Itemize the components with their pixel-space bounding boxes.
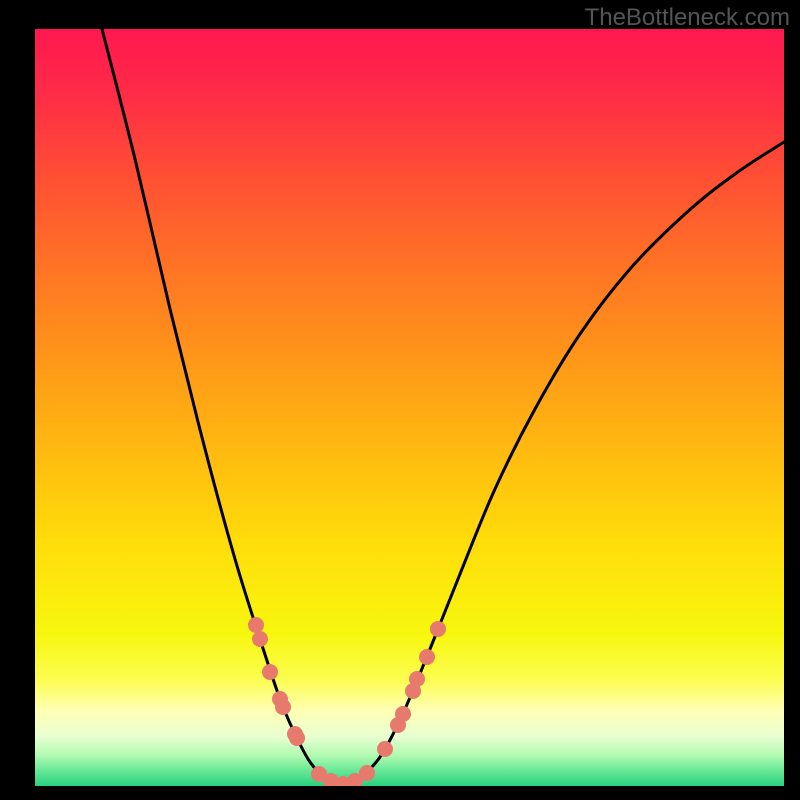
plot-area bbox=[35, 29, 784, 786]
chart-svg bbox=[35, 29, 784, 786]
marker-dot bbox=[430, 621, 446, 637]
marker-dot bbox=[359, 765, 375, 781]
marker-dot bbox=[419, 649, 435, 665]
marker-dot bbox=[395, 706, 411, 722]
plot-background bbox=[35, 29, 784, 786]
marker-dot bbox=[262, 664, 278, 680]
marker-dot bbox=[252, 631, 268, 647]
marker-dot bbox=[289, 730, 305, 746]
marker-dot bbox=[275, 699, 291, 715]
marker-dot bbox=[248, 617, 264, 633]
watermark-label: TheBottleneck.com bbox=[585, 4, 790, 32]
marker-dot bbox=[409, 671, 425, 687]
chart-container: TheBottleneck.com bbox=[0, 0, 800, 800]
marker-dot bbox=[377, 741, 393, 757]
